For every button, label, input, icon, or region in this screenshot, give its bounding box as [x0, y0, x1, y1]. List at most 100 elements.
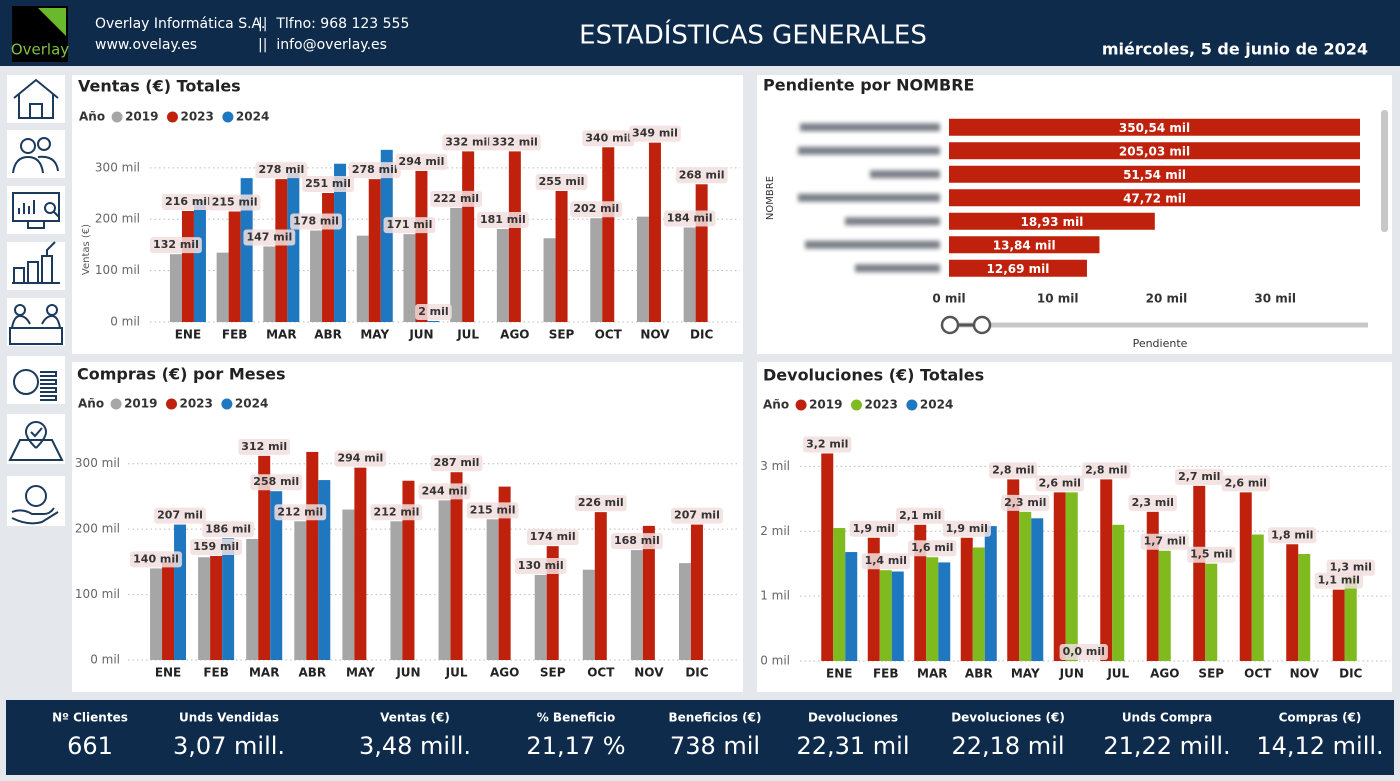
data-label-box — [208, 194, 261, 211]
kpi-label: Compras (€) — [1279, 711, 1362, 725]
bar — [1112, 524, 1125, 661]
bar — [984, 526, 997, 661]
data-label: 171 mil — [387, 218, 433, 231]
legend-swatch — [795, 399, 807, 411]
icon-stats — [12, 192, 60, 229]
bar — [450, 472, 463, 660]
x-tick-label: AGO — [500, 328, 529, 342]
y-tick-label: 100 mil — [75, 587, 120, 601]
bar — [1251, 534, 1264, 661]
logo-mark — [38, 8, 66, 36]
legend-title: Año — [79, 110, 105, 124]
bar — [949, 236, 1100, 254]
bar — [1031, 518, 1044, 661]
bar — [821, 453, 834, 661]
slider-handle[interactable] — [972, 315, 992, 335]
data-label: 13,84 mil — [993, 238, 1056, 252]
bar — [582, 569, 595, 660]
data-label: 215 mil — [212, 196, 258, 209]
kpi-value: 661 — [67, 732, 113, 760]
bar — [949, 259, 1087, 277]
data-label-box — [1001, 494, 1050, 511]
bar — [972, 547, 985, 661]
bar — [438, 500, 451, 660]
kpi-value: 21,22 mill. — [1103, 732, 1230, 760]
legend-swatch — [221, 398, 233, 410]
bar — [602, 147, 615, 322]
data-label-box — [302, 176, 354, 193]
data-label-box — [1140, 533, 1189, 550]
data-label: 132 mil — [153, 238, 199, 251]
data-label-box — [896, 507, 945, 524]
legend-label: 2024 — [235, 397, 268, 411]
data-label: 278 mil — [258, 163, 304, 176]
data-label-box — [803, 436, 852, 453]
bar — [496, 228, 509, 322]
nav-home[interactable] — [7, 75, 65, 123]
data-label: 2 mil — [418, 305, 449, 318]
y-axis-title: Ventas (€) — [81, 224, 92, 275]
bar — [368, 179, 381, 322]
slider-handle[interactable] — [940, 315, 960, 335]
data-label-box — [908, 540, 957, 557]
bar — [636, 216, 649, 322]
kpi-label: Nº Clientes — [52, 711, 128, 725]
bar — [228, 211, 241, 322]
data-label: 140 mil — [133, 552, 179, 565]
bar — [462, 151, 475, 322]
bar — [318, 480, 331, 660]
x-tick-label: 10 mil — [1037, 292, 1079, 306]
nav-payment[interactable] — [7, 476, 65, 526]
bar — [403, 234, 416, 322]
data-label-box — [442, 134, 495, 151]
icon-clients — [12, 137, 59, 174]
data-label: 207 mil — [157, 509, 203, 522]
bar — [926, 557, 939, 661]
y-tick-label: 2 mil — [760, 524, 790, 538]
y-tick-label: 100 mil — [95, 263, 140, 277]
bar — [1065, 492, 1078, 661]
bar — [1019, 511, 1032, 661]
x-tick-label: ENE — [826, 667, 852, 681]
data-label-box — [1035, 475, 1084, 492]
bar — [949, 189, 1360, 207]
legend-label: 2019 — [125, 110, 158, 124]
nav-meeting[interactable] — [7, 298, 65, 346]
data-label: 2,6 mil — [1225, 476, 1267, 489]
kpi-label: Beneficios (€) — [669, 711, 762, 725]
bar — [1007, 479, 1020, 661]
data-label-box — [514, 557, 567, 574]
scrollbar[interactable] — [1381, 110, 1388, 232]
bar — [287, 172, 300, 322]
bar — [546, 546, 559, 660]
x-tick-label: DIC — [1339, 667, 1362, 681]
chart-title: Compras (€) por Meses — [77, 365, 286, 384]
data-label-box — [202, 521, 255, 538]
x-tick-label: DIC — [690, 328, 713, 342]
bar — [306, 451, 319, 660]
data-label-box — [466, 502, 519, 519]
data-label: 312 mil — [241, 440, 287, 453]
nav-clients[interactable] — [7, 130, 65, 178]
legend-label: 2019 — [124, 397, 157, 411]
x-tick-label: JUN — [1059, 667, 1084, 681]
blurred-name — [800, 123, 940, 132]
kpi-label: Unds Vendidas — [179, 711, 279, 725]
bar — [1298, 553, 1311, 661]
data-label: 332 mil — [492, 135, 538, 148]
data-label: 2,8 mil — [1085, 463, 1127, 476]
y-tick-label: 300 mil — [75, 456, 120, 470]
y-tick-label: 0 mil — [760, 654, 790, 668]
bar — [1344, 576, 1357, 661]
kpi-value: 22,31 mil — [796, 732, 909, 760]
x-tick-label: NOV — [634, 666, 664, 680]
y-tick-label: 0 mil — [90, 653, 120, 667]
x-tick-label: OCT — [595, 328, 623, 342]
data-label-box — [1314, 572, 1363, 589]
data-label-box — [130, 551, 182, 568]
data-label: 186 mil — [205, 522, 251, 535]
y-axis-title: NOMBRE — [765, 176, 776, 220]
data-label: 2,3 mil — [1132, 496, 1174, 509]
header-bar — [0, 0, 1400, 66]
data-label: 1,4 mil — [865, 554, 907, 567]
